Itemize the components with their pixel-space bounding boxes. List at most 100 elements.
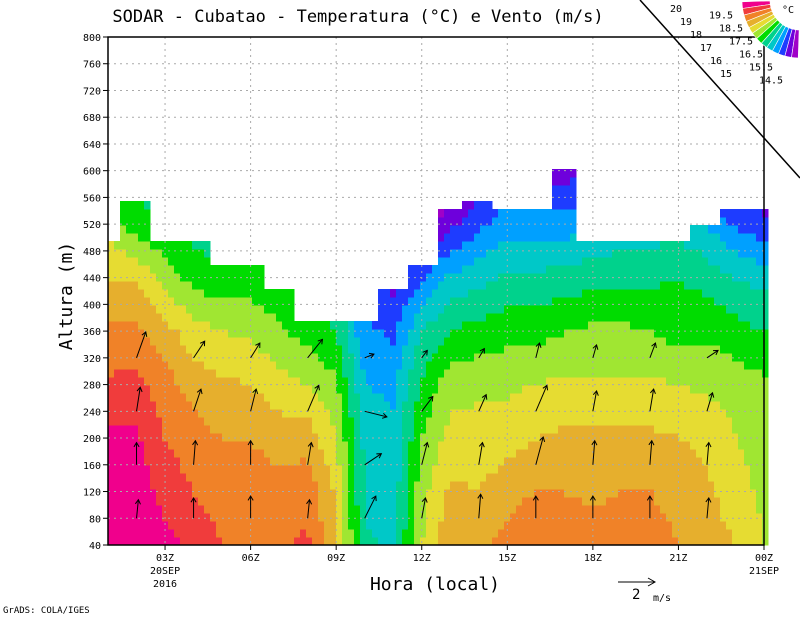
contour-cell xyxy=(324,345,331,354)
contour-cell xyxy=(354,489,361,498)
contour-cell xyxy=(324,457,331,466)
contour-cell xyxy=(408,489,415,498)
contour-cell xyxy=(696,537,703,546)
contour-cell xyxy=(756,345,763,354)
contour-cell xyxy=(144,441,151,450)
contour-cell xyxy=(438,361,445,370)
contour-cell xyxy=(366,369,373,378)
contour-cell xyxy=(582,361,589,370)
contour-cell xyxy=(738,473,745,482)
contour-cell xyxy=(690,257,697,266)
contour-cell xyxy=(456,457,463,466)
contour-cell xyxy=(252,353,259,362)
contour-cell xyxy=(726,225,733,234)
contour-cell xyxy=(234,521,241,530)
contour-cell xyxy=(390,457,397,466)
contour-cell xyxy=(276,393,283,402)
contour-cell xyxy=(330,513,337,522)
contour-cell xyxy=(156,417,163,426)
contour-cell xyxy=(432,505,439,514)
contour-cell xyxy=(174,385,181,394)
contour-cell xyxy=(474,297,481,306)
contour-cell xyxy=(426,473,433,482)
contour-cell xyxy=(108,457,115,466)
contour-cell xyxy=(594,497,601,506)
contour-cell xyxy=(528,345,535,354)
contour-cell xyxy=(432,297,439,306)
contour-cell xyxy=(750,297,757,306)
contour-cell xyxy=(438,353,445,362)
contour-cell xyxy=(420,329,427,338)
contour-cell xyxy=(546,209,553,218)
contour-cell xyxy=(516,305,523,314)
contour-cell xyxy=(744,489,751,498)
contour-cell xyxy=(642,393,649,402)
contour-cell xyxy=(126,217,133,226)
contour-cell xyxy=(210,353,217,362)
contour-cell xyxy=(762,377,769,386)
contour-cell xyxy=(708,369,715,378)
contour-cell xyxy=(606,249,613,258)
contour-cell xyxy=(720,401,727,410)
contour-cell xyxy=(642,513,649,522)
contour-cell xyxy=(408,361,415,370)
contour-cell xyxy=(444,305,451,314)
contour-cell xyxy=(432,513,439,522)
contour-cell xyxy=(546,257,553,266)
contour-cell xyxy=(186,537,193,546)
contour-cell xyxy=(390,473,397,482)
contour-cell xyxy=(534,281,541,290)
contour-cell xyxy=(360,377,367,386)
contour-cell xyxy=(282,529,289,538)
contour-cell xyxy=(246,337,253,346)
contour-cell xyxy=(558,457,565,466)
y-tick-label: 480 xyxy=(83,247,101,258)
contour-cell xyxy=(528,401,535,410)
wind-arrow-shaft xyxy=(478,494,482,519)
contour-cell xyxy=(630,529,637,538)
contour-cell xyxy=(300,513,307,522)
contour-cell xyxy=(204,433,211,442)
contour-cell xyxy=(642,369,649,378)
contour-cell xyxy=(516,465,523,474)
contour-cell xyxy=(354,465,361,474)
contour-cell xyxy=(576,473,583,482)
contour-cell xyxy=(540,273,547,282)
contour-cell xyxy=(234,401,241,410)
contour-cell xyxy=(240,265,247,274)
contour-cell xyxy=(486,465,493,474)
contour-cell xyxy=(702,345,709,354)
contour-cell xyxy=(588,329,595,338)
contour-cell xyxy=(510,457,517,466)
contour-cell xyxy=(528,321,535,330)
contour-cell xyxy=(510,505,517,514)
contour-cell xyxy=(630,449,637,458)
contour-cell xyxy=(714,441,721,450)
contour-cell xyxy=(570,505,577,514)
contour-cell xyxy=(516,537,523,546)
contour-cell xyxy=(666,457,673,466)
contour-cell xyxy=(456,289,463,298)
contour-cell xyxy=(342,465,349,474)
contour-cell xyxy=(216,385,223,394)
contour-cell xyxy=(300,465,307,474)
contour-cell xyxy=(234,409,241,418)
contour-cell xyxy=(696,513,703,522)
contour-cell xyxy=(702,433,709,442)
contour-cell xyxy=(714,249,721,258)
contour-cell xyxy=(330,321,337,330)
contour-cell xyxy=(246,497,253,506)
contour-cell xyxy=(198,289,205,298)
contour-cell xyxy=(714,257,721,266)
contour-cell xyxy=(366,417,373,426)
contour-cell xyxy=(576,497,583,506)
contour-cell xyxy=(756,425,763,434)
contour-cell xyxy=(558,273,565,282)
wind-arrow-shaft xyxy=(364,495,377,519)
y-axis: 4080120160200240280320360400440480520560… xyxy=(83,33,108,552)
contour-cell xyxy=(126,537,133,546)
contour-cell xyxy=(324,497,331,506)
contour-cell xyxy=(372,441,379,450)
contour-cell xyxy=(300,457,307,466)
contour-cell xyxy=(402,433,409,442)
